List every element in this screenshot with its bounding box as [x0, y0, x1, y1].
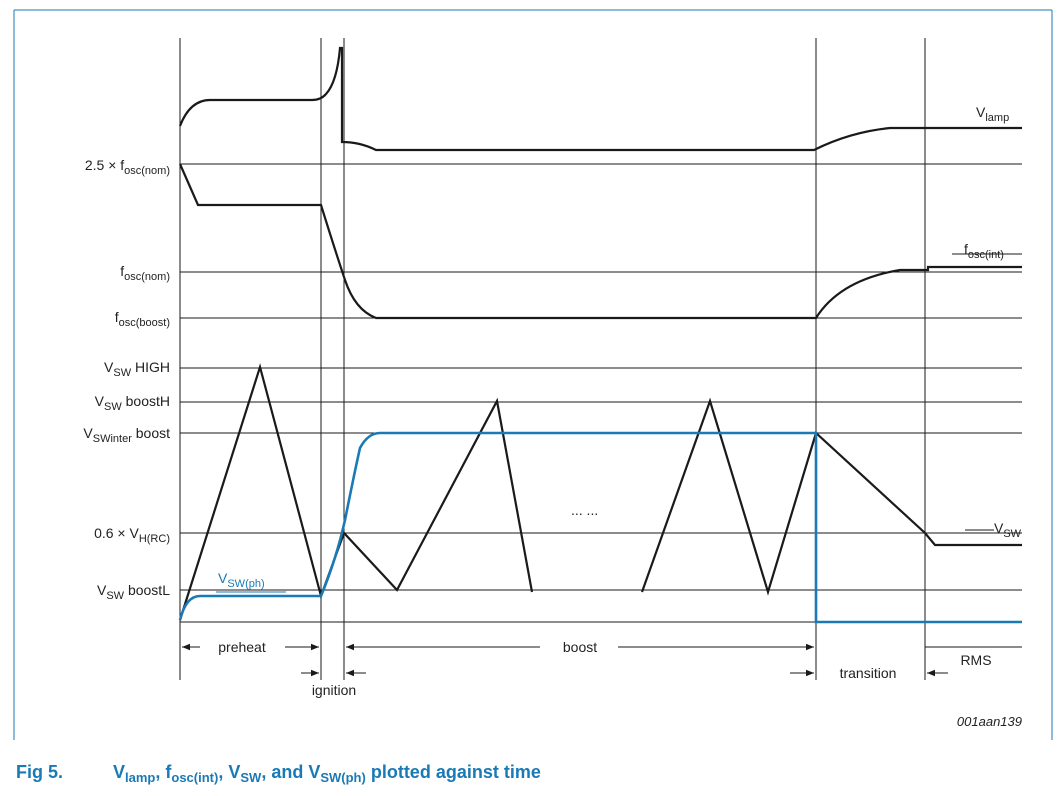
phase-rms: RMS: [960, 652, 991, 668]
phase-preheat: preheat: [218, 639, 266, 655]
vsw-trace-right: [640, 397, 1022, 596]
label-vsw-inter-boost: VSWinter boost: [83, 425, 170, 445]
phase-boundaries: [179, 38, 926, 680]
vlamp-label: Vlamp: [976, 104, 1009, 124]
phase-boost: boost: [563, 639, 597, 655]
fosc-trace: [178, 163, 1022, 320]
figure-id: 001aan139: [957, 714, 1022, 729]
label-vsw-high: VSW HIGH: [104, 359, 170, 379]
label-2-5-fosc-nom: 2.5 × fosc(nom): [85, 157, 170, 177]
phase-transition: transition: [840, 665, 897, 681]
level-lines: [180, 163, 1022, 623]
y-axis-labels: 2.5 × fosc(nom) fosc(nom) fosc(boost) VS…: [83, 157, 170, 602]
label-vsw-boosth: VSW boostH: [95, 393, 170, 413]
vsw-ph-label: VSW(ph): [218, 570, 265, 590]
vsw-trace: [178, 363, 534, 621]
label-vsw-boostl: VSW boostL: [97, 582, 170, 602]
figure-caption: Fig 5. Vlamp, fosc(int), VSW, and VSW(ph…: [16, 762, 541, 785]
phase-arrows: [182, 643, 1022, 677]
phase-ignition: ignition: [312, 682, 356, 698]
caption-number: Fig 5.: [16, 762, 63, 782]
ellipsis-text: ... ...: [571, 502, 598, 518]
label-fosc-boost: fosc(boost): [115, 309, 170, 329]
vsw-label: VSW: [994, 520, 1022, 540]
vsw-ph-trace: [178, 431, 1022, 624]
label-vh-rc: 0.6 × VH(RC): [94, 525, 170, 545]
label-fosc-nom: fosc(nom): [120, 263, 170, 283]
fosc-int-label: fosc(int): [964, 241, 1004, 261]
vlamp-trace: [178, 46, 1022, 152]
